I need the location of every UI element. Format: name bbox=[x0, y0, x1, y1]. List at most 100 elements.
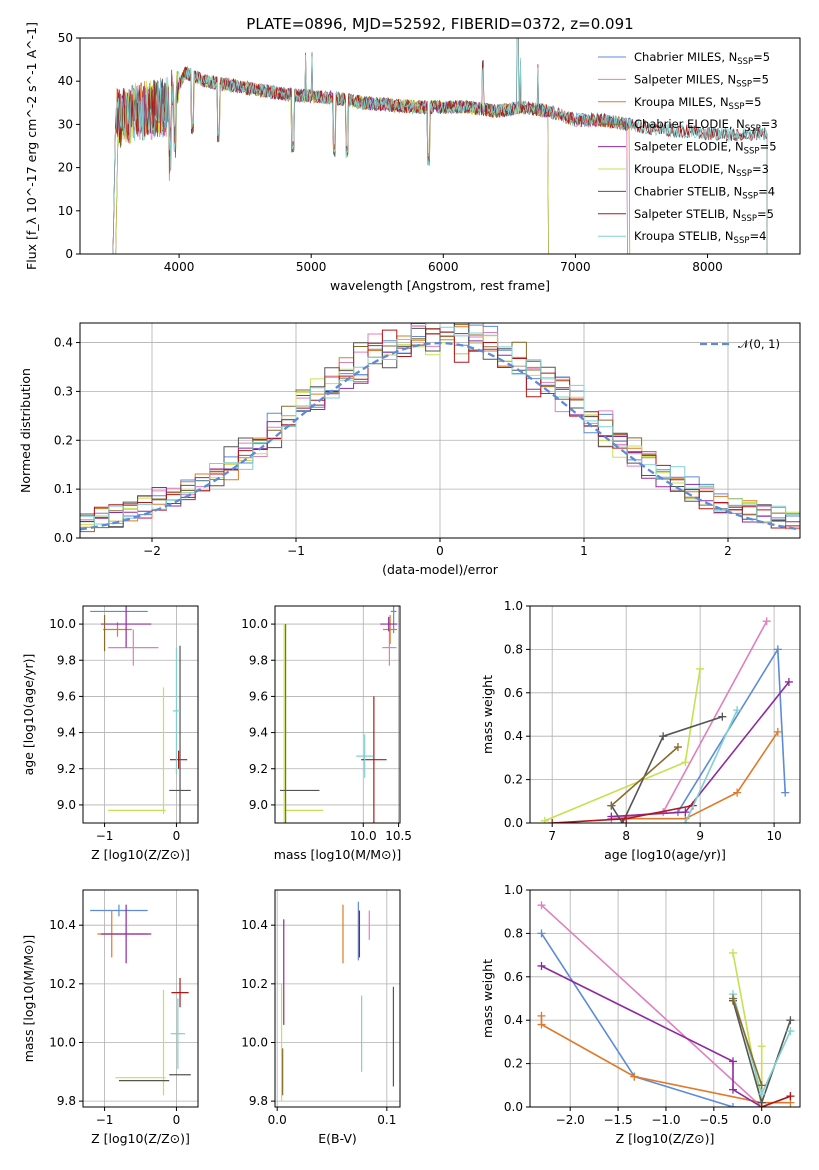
weight-line bbox=[610, 715, 723, 823]
y-tick-label: 0.1 bbox=[54, 482, 73, 496]
y-tick-label: 10.0 bbox=[241, 617, 268, 631]
legend-entry: Kroupa STELIB, NSSP=4 bbox=[634, 229, 766, 246]
weight-marker bbox=[757, 1103, 766, 1107]
plot-body bbox=[112, 38, 768, 254]
y-tick-label: 0.2 bbox=[54, 433, 73, 447]
weight-marker bbox=[728, 1057, 737, 1066]
error-bar-point bbox=[382, 629, 397, 666]
x-tick-label: 7 bbox=[548, 829, 556, 843]
y-tick-label: 30 bbox=[58, 117, 73, 131]
weight-marker bbox=[728, 1103, 737, 1107]
y-tick-label: 50 bbox=[58, 31, 73, 45]
axes-frame bbox=[79, 37, 801, 255]
axes-frame bbox=[82, 889, 199, 1108]
weight-marker bbox=[762, 617, 771, 626]
x-axis-label: Z [log10(Z/Z⊙)] bbox=[91, 847, 190, 862]
y-tick-label: 9.0 bbox=[57, 798, 76, 812]
weight-marker bbox=[781, 788, 790, 797]
weight-marker bbox=[622, 814, 631, 823]
weight-line bbox=[732, 952, 763, 1107]
x-tick-label: 6000 bbox=[428, 260, 459, 274]
weight-vs-metallicity-panel: −2.0 −1.5 −1.0 −0.5 0.0 0.0 0.2 0.4 0.6 0.8 1.0 Z [… bbox=[480, 883, 801, 1146]
x-tick-label: 2 bbox=[724, 544, 732, 558]
error-bar-point bbox=[100, 904, 152, 964]
axes-frame bbox=[529, 605, 801, 824]
y-tick-label: 10.4 bbox=[241, 918, 268, 932]
x-axis-label: mass [log10(M/M⊙)] bbox=[274, 847, 402, 862]
weight-marker bbox=[673, 743, 682, 752]
weight-marker bbox=[618, 819, 627, 823]
error-bar-point bbox=[356, 734, 374, 778]
y-tick-label: 9.8 bbox=[57, 653, 76, 667]
x-tick-label: 8000 bbox=[692, 260, 723, 274]
y-tick-label: 0.0 bbox=[54, 531, 73, 545]
y-tick-label: 10.2 bbox=[49, 977, 76, 991]
x-tick-label: 1 bbox=[580, 544, 588, 558]
grid-lines bbox=[530, 889, 800, 1108]
legend: Chabrier MILES, NSSP=5 Salpeter MILES, NS… bbox=[598, 50, 778, 246]
weight-line bbox=[611, 620, 768, 820]
x-axis-label: Z [log10(Z/Z⊙)] bbox=[91, 1131, 190, 1146]
axes-frame bbox=[274, 889, 401, 1108]
y-tick-label: 20 bbox=[58, 161, 73, 175]
weight-marker bbox=[728, 948, 737, 957]
error-bar-point bbox=[100, 606, 152, 648]
plot-body bbox=[540, 617, 793, 823]
y-axis-label: Flux [f_λ 10^-17 erg cm^-2 s^-1 A^-1] bbox=[24, 22, 39, 270]
weight-marker bbox=[540, 816, 549, 823]
error-bar-point bbox=[103, 622, 132, 637]
y-tick-label: 10.4 bbox=[49, 918, 76, 932]
y-tick-label: 10.0 bbox=[241, 1035, 268, 1049]
y-axis-label: Normed distribution bbox=[18, 368, 33, 493]
y-tick-label: 9.4 bbox=[249, 726, 268, 740]
weight-marker bbox=[733, 706, 742, 715]
error-bar-point bbox=[169, 750, 188, 769]
weight-line bbox=[541, 965, 763, 1107]
legend-entry: Salpeter MILES, NSSP=5 bbox=[634, 72, 769, 89]
x-tick-label: 8 bbox=[622, 829, 630, 843]
weight-marker bbox=[607, 801, 616, 810]
x-tick-label: 5000 bbox=[296, 260, 327, 274]
error-bar-point bbox=[383, 615, 398, 644]
weight-marker bbox=[537, 1011, 546, 1020]
y-tick-label: 0.8 bbox=[504, 642, 523, 656]
y-tick-label: 0.4 bbox=[54, 336, 73, 350]
weight-marker bbox=[773, 727, 782, 736]
weight-marker bbox=[537, 929, 546, 938]
weight-marker bbox=[537, 901, 546, 910]
weight-line bbox=[540, 932, 762, 1107]
weight-marker bbox=[718, 712, 727, 721]
y-tick-label: 0.0 bbox=[504, 816, 523, 830]
x-tick-label: 0.1 bbox=[377, 1113, 396, 1127]
y-tick-label: 0.4 bbox=[504, 1013, 523, 1027]
x-tick-label: 0.0 bbox=[752, 1113, 771, 1127]
x-tick-label: −1 bbox=[96, 1113, 114, 1127]
plot-body bbox=[537, 901, 795, 1107]
plot-body bbox=[90, 904, 191, 1096]
weight-marker bbox=[537, 961, 546, 970]
error-bar-point bbox=[390, 606, 397, 634]
plot-body bbox=[90, 606, 191, 823]
spectrum-line bbox=[112, 38, 768, 254]
legend-entry: 𝒩(0, 1) bbox=[738, 337, 780, 351]
weight-marker bbox=[757, 1081, 766, 1090]
error-bar-point bbox=[108, 629, 159, 666]
y-tick-label: 9.8 bbox=[249, 653, 268, 667]
weight-marker bbox=[784, 677, 793, 686]
weight-marker bbox=[786, 1092, 795, 1101]
y-tick-label: 9.2 bbox=[249, 762, 268, 776]
x-tick-label: −2.0 bbox=[556, 1113, 585, 1127]
x-tick-label: 10.0 bbox=[350, 829, 377, 843]
weight-marker bbox=[733, 788, 742, 797]
weight-marker bbox=[757, 1089, 766, 1098]
y-tick-label: 10.0 bbox=[49, 617, 76, 631]
error-bar-point bbox=[361, 696, 387, 823]
y-tick-label: 9.0 bbox=[249, 798, 268, 812]
y-tick-label: 9.8 bbox=[249, 1094, 268, 1108]
x-tick-label: −1 bbox=[287, 544, 305, 558]
y-tick-label: 9.6 bbox=[57, 689, 76, 703]
x-tick-label: 4000 bbox=[164, 260, 195, 274]
normal-curve bbox=[80, 341, 800, 531]
x-tick-label: −1.0 bbox=[651, 1113, 680, 1127]
axes-frame bbox=[274, 605, 401, 824]
